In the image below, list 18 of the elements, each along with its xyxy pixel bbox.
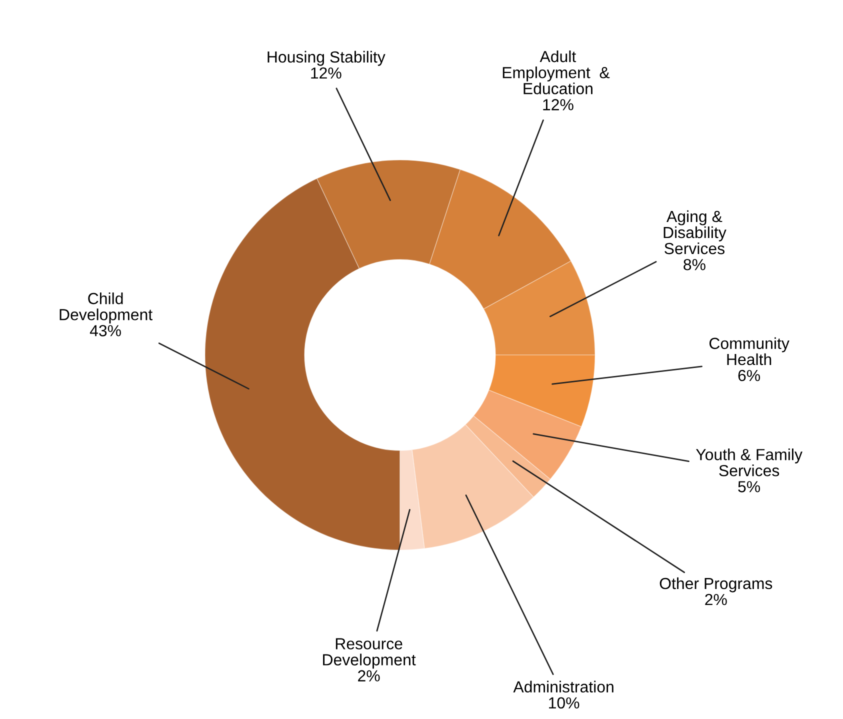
slice-label: Housing Stability [268,50,386,66]
slice-label: Aging & Disability Services [664,210,726,254]
data-label: 8% [684,258,706,270]
slice-label: Adult Employment & Education [502,50,610,94]
data-label: 5% [738,481,760,492]
data-label: 10% [549,697,580,709]
data-label: 43% [90,325,121,336]
slice-label: Administration [513,680,614,693]
slice-label: Other Programs [660,577,772,592]
slice-label: Child Development [60,292,152,324]
data-label: 2% [705,594,727,606]
slice-label: Youth & Family Services [696,448,802,476]
data-label: 2% [358,670,380,682]
data-label: 6% [738,370,760,382]
data-label: 12% [311,67,342,79]
slice-label: Resource Development [323,638,416,669]
slice-label: Community Health [709,337,790,366]
data-label: 12% [543,99,574,110]
